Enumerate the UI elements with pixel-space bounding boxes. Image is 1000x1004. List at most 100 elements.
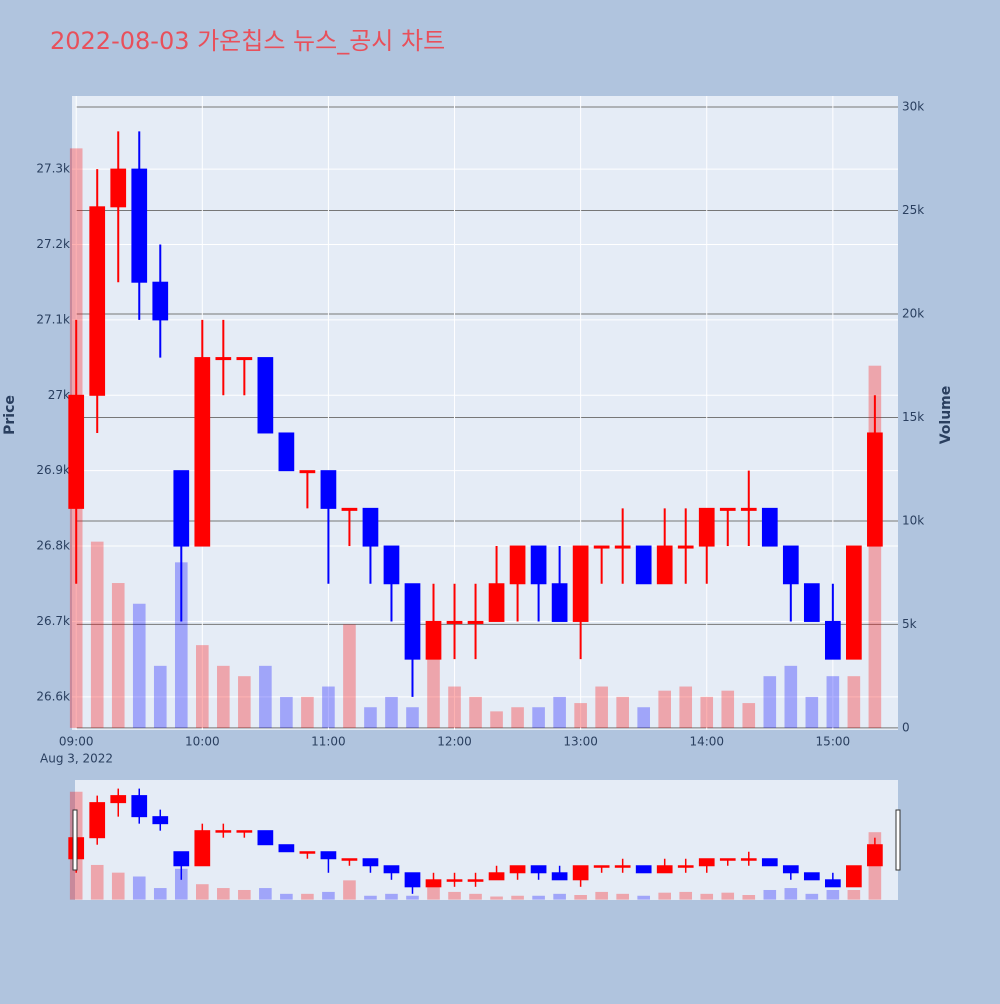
volume-bar <box>784 665 798 728</box>
volume-bar <box>406 707 419 728</box>
volume-bar <box>448 686 461 728</box>
mini-candle-body <box>278 844 295 853</box>
candle-body <box>614 545 631 549</box>
volume-bar <box>721 690 735 728</box>
candle-body <box>299 470 316 474</box>
candle-body <box>656 545 673 585</box>
candle-body <box>551 583 568 622</box>
candle-body <box>488 583 505 622</box>
candle-body <box>635 545 652 585</box>
mini-volume-bar <box>532 895 545 900</box>
mini-volume-bar <box>364 895 377 900</box>
mini-candle-body <box>152 816 169 825</box>
candle-body <box>320 470 337 509</box>
candle-body <box>530 545 547 585</box>
candle-body <box>719 507 736 511</box>
candle-body <box>68 394 85 509</box>
volume-bar <box>637 707 650 728</box>
volume-bar <box>322 686 335 728</box>
mini-candle-body <box>803 872 820 881</box>
x-tick-label: 12:00 <box>437 735 472 749</box>
mini-volume-bar <box>490 896 503 900</box>
volume-bar <box>763 676 777 728</box>
mini-volume-bar <box>763 889 777 900</box>
volume-bar <box>174 562 188 728</box>
volume-bar <box>301 696 314 728</box>
mini-candle-body <box>194 830 211 867</box>
candle-body <box>740 507 757 511</box>
volume-bar <box>742 703 756 728</box>
mini-volume-bar <box>238 889 251 900</box>
candle-body <box>446 620 463 624</box>
candle-body <box>89 206 106 396</box>
mini-candle-body <box>173 851 190 867</box>
volume-bar <box>490 711 503 728</box>
mini-candle-body <box>551 872 568 881</box>
mini-volume-bar <box>700 893 714 900</box>
x-date-label: Aug 3, 2022 <box>40 752 113 766</box>
mini-volume-bar <box>196 884 209 900</box>
mini-volume-bar <box>153 888 167 900</box>
range-handle-right[interactable] <box>895 809 901 871</box>
y2-tick-label: 30k <box>902 99 924 113</box>
y2-axis-title: Volume <box>938 386 954 445</box>
x-tick-label: 09:00 <box>59 735 94 749</box>
volume-bar <box>259 665 272 728</box>
mini-volume-bar <box>511 895 524 900</box>
candle-body <box>341 507 358 511</box>
mini-candle-body <box>740 858 757 861</box>
mini-volume-bar <box>406 895 419 900</box>
mini-candle-body <box>488 872 505 881</box>
y-tick-label: 27.2k <box>36 237 70 251</box>
x-tick-label: 11:00 <box>311 735 346 749</box>
mini-volume-bar <box>805 893 819 900</box>
volume-bar <box>132 603 146 728</box>
volume-bar <box>679 686 693 728</box>
candle-body <box>824 620 841 660</box>
y2-tick-label: 20k <box>902 306 924 320</box>
range-handle-left[interactable] <box>72 809 78 871</box>
mini-volume-bar <box>637 895 650 900</box>
mini-volume-bar <box>847 889 861 900</box>
volume-bar <box>364 707 377 728</box>
candle-body <box>803 583 820 622</box>
mini-volume-bar <box>742 894 756 900</box>
marks <box>68 131 883 728</box>
y-tick-label: 27.3k <box>36 162 70 176</box>
range-slider[interactable] <box>75 780 898 900</box>
candle-body <box>467 620 484 624</box>
candle-body <box>278 432 295 472</box>
mini-volume-bar <box>111 872 125 900</box>
candle-body <box>383 545 400 585</box>
grid: 26.6k 26.7k 26.8k 26.9k 27k 27.1k 27.2k 27.3k 0 5… <box>36 96 924 749</box>
mini-volume-bar <box>132 876 146 900</box>
volume-bar <box>343 624 356 728</box>
mini-candle-body <box>867 844 883 867</box>
y2-tick-label: 10k <box>902 513 924 527</box>
y2-tick-label: 15k <box>902 410 924 424</box>
volume-bar <box>217 665 230 728</box>
volume-bar <box>90 541 104 728</box>
volume-bar <box>427 645 440 728</box>
candle-body <box>846 545 862 660</box>
mini-candle-body <box>362 858 379 867</box>
volume-bar <box>805 696 819 728</box>
mini-candle-body <box>530 865 547 874</box>
volume-bar <box>616 696 629 728</box>
mini-volume-bar <box>553 893 566 900</box>
mini-candle-body <box>383 865 400 874</box>
mini-candle-body <box>509 865 526 874</box>
candle-body <box>404 583 421 660</box>
candle-body <box>152 281 169 321</box>
mini-candle-body <box>656 865 673 874</box>
y2-tick-label: 5k <box>902 617 917 631</box>
mini-candle-body <box>824 879 841 888</box>
mini-volume-bar <box>301 893 314 900</box>
candle-body <box>425 620 442 660</box>
volume-bar <box>385 696 398 728</box>
volume-bar <box>700 696 714 728</box>
mini-volume-bar <box>826 889 840 900</box>
mini-volume-bar <box>217 888 230 900</box>
mini-candle-body <box>131 795 148 818</box>
